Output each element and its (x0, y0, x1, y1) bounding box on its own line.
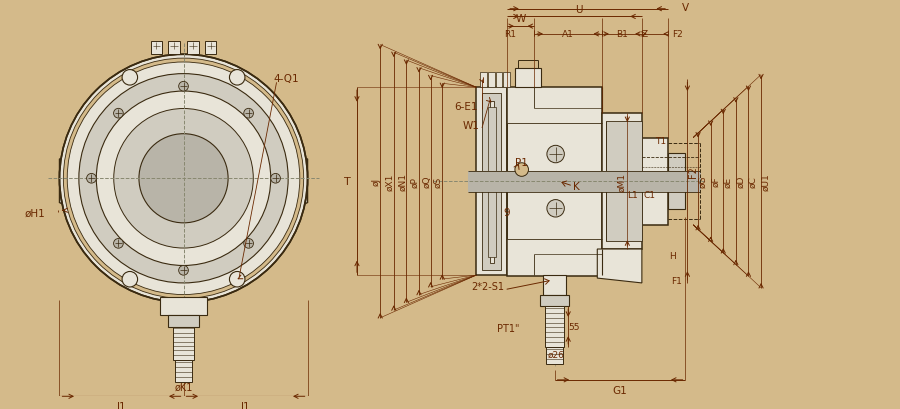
Circle shape (271, 174, 281, 184)
Text: øK1: øK1 (175, 382, 193, 392)
Text: ø26: ø26 (548, 350, 565, 359)
Bar (175, 361, 193, 382)
Text: W: W (516, 14, 526, 24)
Bar (508, 88, 602, 276)
Bar (602, 114, 642, 249)
Circle shape (59, 55, 308, 303)
Text: øC: øC (749, 176, 758, 188)
Circle shape (139, 135, 228, 223)
Bar (540, 295, 569, 306)
Bar (150, 42, 162, 55)
Text: øJ: øJ (372, 178, 381, 186)
Polygon shape (59, 160, 308, 298)
Text: PT1": PT1" (497, 324, 519, 334)
Bar (543, 276, 566, 295)
Bar (546, 347, 563, 364)
Bar (668, 154, 686, 210)
Text: øE: øE (724, 176, 733, 187)
Text: øM1: øM1 (617, 172, 626, 191)
Bar (515, 69, 541, 88)
Text: 6-E1: 6-E1 (454, 101, 478, 111)
Bar (490, 101, 493, 263)
Circle shape (547, 146, 564, 163)
Text: A1: A1 (562, 30, 574, 39)
Bar (488, 107, 496, 257)
Text: 2*2-S1: 2*2-S1 (472, 281, 504, 291)
Bar (606, 122, 642, 242)
Circle shape (515, 163, 528, 177)
Text: F2: F2 (672, 30, 683, 39)
Bar (503, 72, 510, 88)
Text: H: H (670, 252, 676, 261)
Text: L1: L1 (626, 191, 637, 200)
Circle shape (79, 74, 288, 283)
Text: øD: øD (736, 175, 745, 188)
Circle shape (122, 272, 138, 287)
Text: øX1: øX1 (385, 173, 394, 191)
Bar (173, 327, 194, 361)
Circle shape (86, 174, 96, 184)
Bar (488, 72, 495, 88)
Bar (496, 72, 502, 88)
Text: P1: P1 (516, 157, 528, 167)
Bar (545, 306, 564, 347)
Bar (476, 88, 508, 276)
Circle shape (113, 239, 123, 249)
Text: K: K (572, 182, 580, 191)
Text: øN1: øN1 (398, 173, 407, 191)
Circle shape (113, 109, 123, 119)
Text: 55: 55 (568, 322, 580, 331)
Text: U: U (576, 4, 583, 15)
Circle shape (244, 239, 254, 249)
Circle shape (113, 109, 253, 248)
Text: V: V (682, 3, 689, 13)
Text: C1: C1 (644, 191, 655, 200)
Bar (160, 298, 207, 315)
Text: J1: J1 (240, 401, 250, 409)
Bar (168, 42, 180, 55)
Text: øH1: øH1 (25, 208, 46, 218)
Text: øF: øF (711, 176, 720, 187)
Circle shape (96, 92, 271, 266)
Bar (205, 42, 217, 55)
Circle shape (68, 63, 300, 295)
Text: B1: B1 (616, 30, 628, 39)
Bar (480, 72, 487, 88)
Circle shape (63, 59, 303, 299)
Circle shape (179, 266, 188, 276)
Circle shape (230, 70, 245, 86)
Text: W1: W1 (463, 121, 480, 130)
Text: F1: F1 (671, 277, 682, 286)
Circle shape (244, 109, 254, 119)
Text: Z: Z (642, 30, 648, 39)
Text: 4-Q1: 4-Q1 (274, 74, 299, 84)
Text: F2: F2 (688, 166, 698, 178)
Text: G1: G1 (613, 384, 627, 395)
Text: øP: øP (410, 176, 419, 187)
Bar (187, 42, 199, 55)
Text: T1: T1 (654, 137, 666, 146)
Text: øS: øS (434, 176, 443, 187)
Text: R1: R1 (504, 30, 516, 39)
Text: øQ: øQ (422, 175, 431, 188)
Circle shape (122, 70, 138, 86)
Text: øU1: øU1 (761, 173, 770, 191)
Circle shape (547, 200, 564, 218)
Text: T: T (344, 177, 351, 187)
Bar (482, 94, 501, 271)
Text: øG: øG (698, 175, 707, 188)
Bar (642, 138, 668, 225)
Text: J1: J1 (117, 401, 126, 409)
Bar (468, 171, 701, 192)
Text: 9: 9 (503, 208, 509, 218)
Bar (168, 315, 199, 327)
Polygon shape (598, 249, 642, 283)
Circle shape (179, 82, 188, 92)
Circle shape (230, 272, 245, 287)
